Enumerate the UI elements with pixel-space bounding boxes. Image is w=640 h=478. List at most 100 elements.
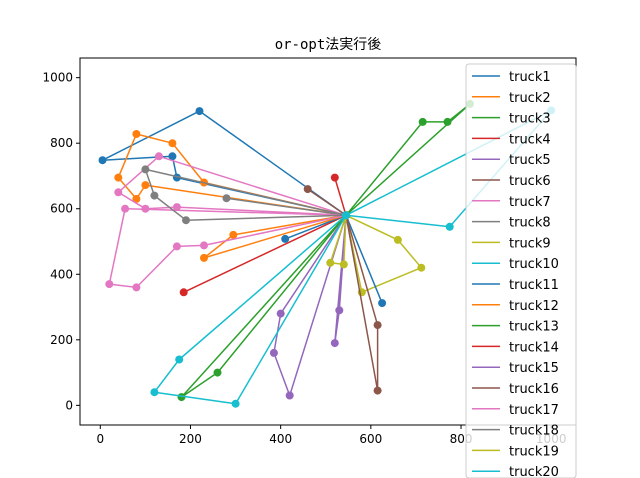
legend-entry-truck12: truck12 — [472, 299, 559, 314]
legend-entry-truck2: truck2 — [472, 91, 551, 106]
legend-entry-truck6: truck6 — [472, 174, 551, 189]
point-truck1-3 — [98, 156, 107, 165]
legend-label-truck11: truck11 — [509, 278, 559, 293]
y-tick-label-1000: 1000 — [42, 71, 73, 85]
legend-entry-truck16: truck16 — [472, 382, 559, 397]
point-truck8-1 — [222, 194, 231, 203]
y-tick-label-400: 400 — [50, 267, 73, 281]
legend-frame — [465, 63, 577, 478]
x-tick-label-200: 200 — [179, 432, 202, 446]
point-truck5-1 — [276, 309, 285, 318]
series-truck20 — [150, 211, 350, 408]
point-truck4-1 — [179, 288, 188, 297]
point-truck20-1 — [175, 355, 184, 364]
legend-label-truck12: truck12 — [509, 299, 559, 314]
point-truck15-2 — [330, 339, 339, 348]
point-truck16-2 — [373, 386, 382, 395]
legend-entry-truck5: truck5 — [472, 153, 551, 168]
series-layer — [98, 99, 556, 408]
point-truck16-1 — [373, 321, 382, 330]
point-truck12-2 — [200, 253, 208, 262]
point-truck17-3 — [132, 283, 141, 292]
legend-entry-truck15: truck15 — [472, 361, 559, 376]
point-truck12-1 — [229, 230, 238, 239]
point-truck17-5 — [121, 204, 130, 213]
legend-label-truck17: truck17 — [509, 403, 559, 418]
legend-entry-truck9: truck9 — [472, 236, 551, 251]
legend-entry-truck11: truck11 — [472, 278, 559, 293]
legend-entry-truck13: truck13 — [472, 320, 559, 335]
point-truck2-3 — [132, 130, 141, 138]
point-truck7-4 — [172, 203, 181, 212]
x-tick-label-600: 600 — [359, 432, 382, 446]
chart-title: or-opt法実行後 — [275, 37, 382, 53]
legend-label-truck6: truck6 — [509, 174, 551, 189]
axis-layer: 0200400600800100002004006008001000 — [42, 71, 566, 446]
legend-entry-truck7: truck7 — [472, 195, 551, 210]
legend-label-truck10: truck10 — [509, 257, 559, 272]
legend-entry-truck3: truck3 — [472, 112, 551, 127]
point-truck1-2 — [168, 152, 177, 161]
y-tick-label-600: 600 — [50, 202, 73, 216]
point-truck7-2 — [114, 188, 123, 197]
legend-entry-truck19: truck19 — [472, 444, 559, 459]
x-tick-label-400: 400 — [269, 432, 292, 446]
series-line-truck13 — [180, 214, 347, 398]
legend: truck1 truck2 truck3 truck4 truck5 truck6 truc… — [465, 63, 577, 478]
point-truck20-4 — [342, 211, 350, 220]
point-truck2-6 — [141, 181, 150, 190]
point-truck2-2 — [168, 139, 177, 148]
point-truck17-4 — [105, 280, 114, 289]
point-truck20-3 — [231, 399, 240, 408]
point-truck9-2 — [417, 263, 426, 272]
legend-label-truck16: truck16 — [509, 382, 559, 397]
point-truck3-2 — [443, 117, 452, 126]
point-truck15-1 — [335, 306, 344, 315]
legend-entry-truck8: truck8 — [472, 216, 551, 231]
legend-label-truck13: truck13 — [509, 320, 559, 335]
point-truck7-1 — [154, 152, 163, 161]
legend-label-truck5: truck5 — [509, 153, 551, 168]
legend-label-truck8: truck8 — [509, 216, 551, 231]
legend-label-truck19: truck19 — [509, 444, 559, 459]
point-truck20-2 — [150, 388, 159, 397]
legend-label-truck20: truck20 — [509, 465, 559, 478]
y-tick-label-800: 800 — [50, 136, 73, 150]
series-line-truck12 — [203, 214, 347, 259]
point-truck2-4 — [114, 173, 123, 182]
legend-label-truck7: truck7 — [509, 195, 551, 210]
legend-label-truck18: truck18 — [509, 424, 559, 439]
point-truck3-1 — [418, 117, 427, 126]
point-truck17-1 — [200, 241, 208, 250]
point-truck18-2 — [150, 191, 159, 200]
legend-label-truck1: truck1 — [509, 70, 551, 85]
series-line-truck7 — [117, 155, 347, 217]
legend-label-truck14: truck14 — [509, 340, 559, 355]
y-tick-label-200: 200 — [50, 333, 73, 347]
legend-label-truck15: truck15 — [509, 361, 559, 376]
legend-entry-truck14: truck14 — [472, 340, 559, 355]
point-truck6-1 — [303, 185, 312, 194]
legend-label-truck9: truck9 — [509, 236, 551, 251]
point-truck1-4 — [195, 107, 204, 116]
point-truck9-1 — [393, 235, 402, 244]
point-truck17-2 — [172, 242, 181, 251]
legend-entry-truck1: truck1 — [472, 70, 551, 85]
legend-entry-truck20: truck20 — [472, 465, 559, 478]
point-truck18-1 — [182, 216, 190, 225]
legend-entry-truck4: truck4 — [472, 132, 551, 147]
point-truck14-1 — [330, 173, 339, 182]
point-truck5-2 — [269, 348, 278, 357]
point-truck13-2 — [213, 368, 222, 377]
y-tick-label-0: 0 — [65, 398, 73, 412]
point-truck11-3 — [378, 299, 387, 308]
legend-label-truck4: truck4 — [509, 132, 551, 147]
x-tick-label-0: 0 — [96, 432, 104, 446]
legend-label-truck2: truck2 — [509, 91, 551, 106]
point-truck19-2 — [326, 258, 335, 267]
legend-label-truck3: truck3 — [509, 112, 551, 127]
point-truck10-1 — [445, 222, 454, 231]
point-truck19-1 — [339, 260, 348, 269]
legend-entry-truck10: truck10 — [472, 257, 559, 272]
